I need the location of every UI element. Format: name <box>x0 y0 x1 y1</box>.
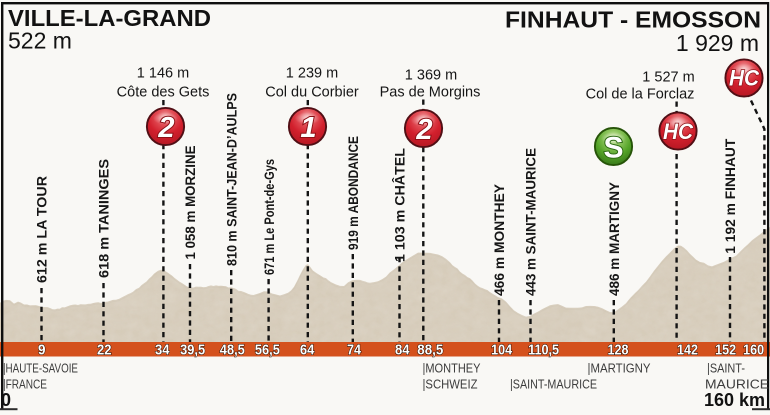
svg-text:FINHAUT - EMOSSON: FINHAUT - EMOSSON <box>505 6 761 32</box>
svg-text:|SAINT-: |SAINT- <box>707 361 745 376</box>
svg-text:MAURICE: MAURICE <box>705 377 769 392</box>
svg-text:9: 9 <box>38 341 46 358</box>
svg-text:104: 104 <box>491 341 513 358</box>
svg-text:74: 74 <box>347 341 362 358</box>
svg-text:|SAINT-MAURICE: |SAINT-MAURICE <box>510 377 597 392</box>
svg-text:486 m MARTIGNY: 486 m MARTIGNY <box>606 181 622 296</box>
svg-text:142: 142 <box>677 341 698 358</box>
svg-text:88,5: 88,5 <box>417 341 443 358</box>
svg-text:Col du Corbier: Col du Corbier <box>265 85 359 101</box>
svg-text:HC: HC <box>729 66 760 91</box>
svg-text:1 058 m MORZINE: 1 058 m MORZINE <box>182 146 198 260</box>
svg-text:522 m: 522 m <box>8 28 72 54</box>
svg-text:64: 64 <box>300 341 315 358</box>
svg-text:671 m Le Pont-de-Gys: 671 m Le Pont-de-Gys <box>261 159 277 275</box>
svg-text:Col de la Forclaz: Col de la Forclaz <box>586 87 695 103</box>
svg-text:1 239 m: 1 239 m <box>286 66 338 82</box>
svg-text:84: 84 <box>395 341 410 358</box>
svg-text:|MONTHEY: |MONTHEY <box>423 361 481 376</box>
svg-text:128: 128 <box>608 341 629 358</box>
svg-text:|HAUTE-SAVOIE: |HAUTE-SAVOIE <box>3 361 78 376</box>
svg-text:Pas de Morgins: Pas de Morgins <box>380 85 481 101</box>
svg-text:160 km: 160 km <box>704 390 765 410</box>
svg-text:HC: HC <box>663 119 694 144</box>
svg-text:160: 160 <box>743 341 764 358</box>
svg-text:22: 22 <box>97 341 112 358</box>
svg-text:466 m MONTHEY: 466 m MONTHEY <box>491 183 507 296</box>
svg-text:612 m LA TOUR: 612 m LA TOUR <box>34 176 50 283</box>
svg-text:1 369 m: 1 369 m <box>405 68 457 84</box>
svg-text:1 527 m: 1 527 m <box>642 70 694 86</box>
svg-text:152: 152 <box>715 341 736 358</box>
svg-text:S: S <box>603 132 623 165</box>
svg-text:618 m TANINGES: 618 m TANINGES <box>96 159 112 278</box>
svg-text:1 103 m CHÂTEL: 1 103 m CHÂTEL <box>391 148 408 262</box>
svg-text:48,5: 48,5 <box>220 341 245 358</box>
svg-text:1 192 m FINHAUT: 1 192 m FINHAUT <box>722 138 738 253</box>
svg-text:|SCHWEIZ: |SCHWEIZ <box>423 377 478 392</box>
svg-text:1 146 m: 1 146 m <box>137 66 189 82</box>
svg-text:1: 1 <box>300 112 316 144</box>
svg-text:VILLE-LA-GRAND: VILLE-LA-GRAND <box>8 5 211 31</box>
svg-text:34: 34 <box>155 341 170 358</box>
svg-text:110,5: 110,5 <box>528 341 559 358</box>
svg-text:56,5: 56,5 <box>255 341 280 358</box>
svg-text:|MARTIGNY: |MARTIGNY <box>588 361 651 376</box>
svg-text:0: 0 <box>1 390 11 410</box>
svg-text:2: 2 <box>415 114 432 146</box>
svg-text:810 m SAINT-JEAN-D’AULPS: 810 m SAINT-JEAN-D’AULPS <box>223 93 239 266</box>
svg-text:2: 2 <box>157 112 174 144</box>
svg-text:919 m ABONDANCE: 919 m ABONDANCE <box>345 136 361 250</box>
svg-text:1 929 m: 1 929 m <box>676 30 759 56</box>
svg-text:|FRANCE: |FRANCE <box>3 377 47 392</box>
svg-text:39,5: 39,5 <box>180 341 205 358</box>
svg-text:Côte des Gets: Côte des Gets <box>117 85 210 101</box>
svg-text:443 m SAINT-MAURICE: 443 m SAINT-MAURICE <box>523 148 539 296</box>
